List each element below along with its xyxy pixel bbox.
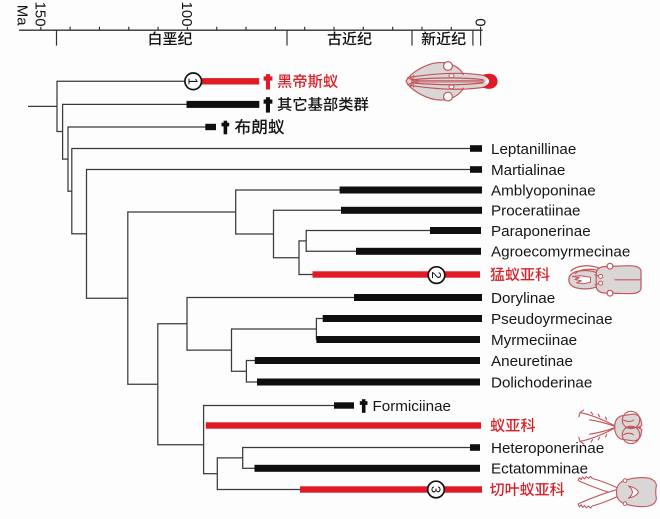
svg-text:1: 1	[186, 78, 201, 85]
svg-text:100: 100	[178, 2, 195, 27]
svg-text:0: 0	[471, 18, 488, 26]
svg-text:Agroecomyrmecinae: Agroecomyrmecinae	[491, 244, 630, 261]
svg-text:Pseudoyrmecinae: Pseudoyrmecinae	[491, 311, 613, 328]
svg-text:Myrmeciinae: Myrmeciinae	[491, 332, 577, 349]
svg-text:Aneuretinae: Aneuretinae	[491, 353, 573, 370]
svg-text:2: 2	[429, 271, 444, 278]
svg-text:Heteroponerinae: Heteroponerinae	[491, 440, 604, 457]
svg-text:Amblyoponinae: Amblyoponinae	[491, 182, 596, 199]
svg-text:Proceratiinae: Proceratiinae	[491, 203, 581, 220]
svg-text:Leptanillinae: Leptanillinae	[491, 141, 576, 158]
svg-text:Paraponerinae: Paraponerinae	[491, 223, 591, 240]
svg-text:Ectatomminae: Ectatomminae	[491, 461, 588, 478]
svg-text:Martialinae: Martialinae	[491, 162, 565, 179]
svg-text:Formiciinae: Formiciinae	[373, 398, 452, 415]
svg-text:Dorylinae: Dorylinae	[491, 290, 555, 307]
svg-text:3: 3	[428, 486, 443, 493]
svg-text:150: 150	[32, 2, 49, 27]
svg-text:Dolichoderinae: Dolichoderinae	[491, 374, 592, 391]
svg-text:Ma: Ma	[13, 5, 30, 26]
